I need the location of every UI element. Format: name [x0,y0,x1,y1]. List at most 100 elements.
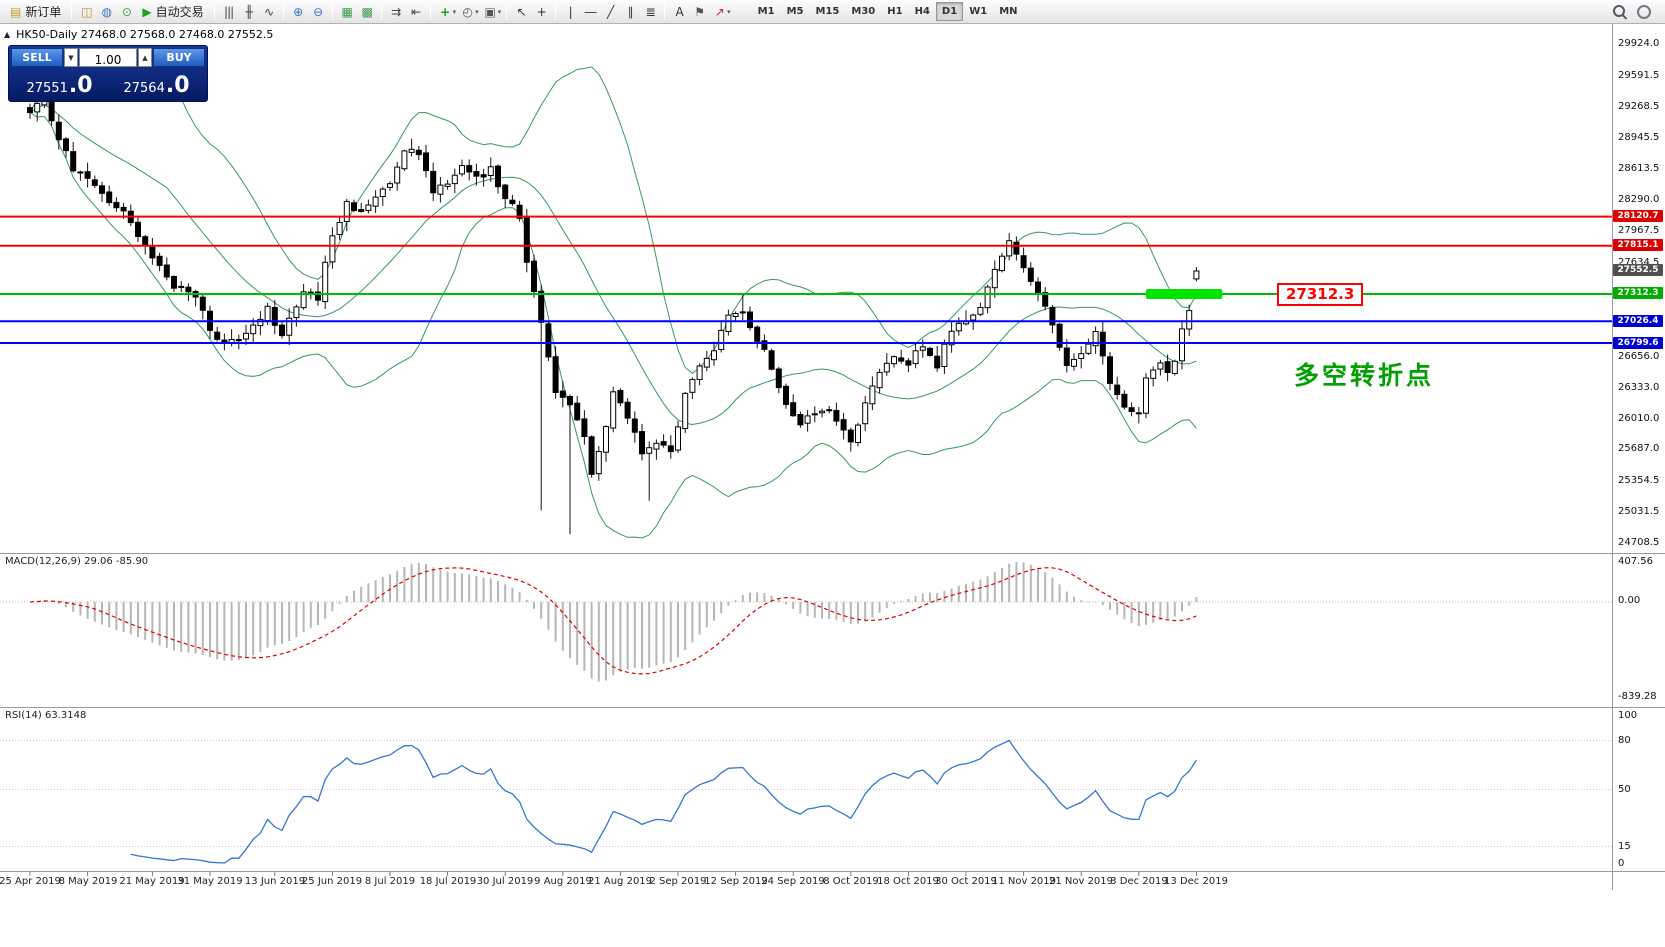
price-axis-label: 29924.0 [1618,38,1660,49]
volume-input[interactable] [80,51,136,69]
toolbar-separator [331,3,333,20]
support-price-label[interactable]: 27312.3 [1277,283,1364,306]
horizontal-line-icon[interactable]: ― [584,4,597,19]
new-order-button[interactable]: ▤ 新订单 [4,2,67,22]
x-axis-label: 8 Jul 2019 [364,876,416,887]
candlestick-series [27,87,1200,535]
chart-window-icon: ▲ [4,30,11,39]
rsi-axis-label: 50 [1618,784,1631,795]
timeframe-H1[interactable]: H1 [887,6,903,17]
timeframe-M15[interactable]: M15 [815,6,840,17]
arrows-icon[interactable]: ↗ [714,4,725,19]
volume-up-button[interactable]: ▲ [138,48,152,67]
toolbar-separator [506,3,508,20]
timeframe-M30[interactable]: M30 [851,6,876,17]
toolbar-separator [282,3,284,20]
trendline-icon[interactable]: ╱ [607,4,614,19]
periods-icon[interactable]: ◴ [462,4,472,19]
price-tag-28120.7[interactable]: 28120.7 [1613,210,1663,222]
autotrading-button[interactable]: ▶ 自动交易 [136,2,209,22]
timeframe-H4[interactable]: H4 [914,6,930,17]
label-icon[interactable]: ⚑ [694,4,705,19]
timeframe-W1[interactable]: W1 [969,6,988,17]
price-axis-label: 27967.5 [1618,225,1660,236]
zoom-in-icon[interactable]: ⊕ [293,4,303,19]
x-axis-label: 9 Aug 2019 [534,876,592,887]
price-tag-27312.3[interactable]: 27312.3 [1613,287,1663,299]
rsi-axis-label: 15 [1618,841,1631,852]
crosshair-icon[interactable]: + [536,4,547,19]
bar-chart-icon[interactable]: ||| [224,4,234,19]
vertical-line-icon[interactable]: | [568,4,573,19]
one-click-trading-panel: SELL ▼ ▲ BUY 27551 .0 27564 .0 [8,45,208,102]
periods-icon-caret[interactable]: ▾ [475,7,479,16]
auto-scroll-icon[interactable]: ⇉ [391,4,401,19]
toolbar: ▤ 新订单 ◫ ◍ ⊙ ▶ 自动交易 ||| ╫ ∿ ⊕ ⊖ ▦ ▩ ⇉ ⇤ + ▾ ◴ ▾ ▣ ▾ ↖ + | ― ╱ ∥ ≣ A ⚑ ↗ ▾… [0,0,1665,24]
bb-upper [29,66,1197,374]
x-axis-label: 11 Nov 2019 [991,876,1057,887]
cursor-icon[interactable]: ↖ [516,4,527,19]
timeframe-MN[interactable]: MN [999,6,1018,17]
timeframe-D1[interactable]: D1 [935,2,964,21]
search-icon[interactable] [1612,4,1627,19]
x-axis-label: 30 Oct 2019 [935,876,997,887]
price-axis-label: 29591.5 [1618,70,1660,81]
channel-icon[interactable]: ∥ [627,4,634,19]
x-axis-label: 30 Jul 2019 [476,876,534,887]
candlestick-chart-icon[interactable]: ╫ [245,4,252,19]
symbol-ohlc-header: ▲ HK50-Daily 27468.0 27568.0 27468.0 275… [4,28,273,41]
x-axis-label: 13 Dec 2019 [1164,876,1228,887]
support-highlight[interactable] [1146,289,1223,299]
fibonacci-icon[interactable]: ≣ [645,4,656,19]
chart-profiles-icon[interactable]: ◫ [81,4,92,19]
price-axis-label: 28613.5 [1618,163,1660,174]
price-axis-label: 26010.0 [1618,413,1660,424]
help-icon[interactable] [1637,4,1651,19]
price-tag-27815.1[interactable]: 27815.1 [1613,239,1663,251]
indicators-icon-caret[interactable]: ▾ [452,7,457,16]
x-axis-label: 21 May 2019 [119,876,185,887]
timeframe-M1[interactable]: M1 [757,6,775,17]
cascade-windows-icon[interactable]: ▩ [361,4,372,19]
price-axis-label: 28945.5 [1618,132,1660,143]
sell-button[interactable]: SELL [11,48,63,67]
data-window-icon[interactable]: ⊙ [121,4,132,19]
autotrading-button-label: 自动交易 [155,5,204,19]
buy-price: 27564 .0 [108,67,205,99]
price-tag-27026.4[interactable]: 27026.4 [1613,315,1663,327]
x-axis-label: 21 Nov 2019 [1048,876,1114,887]
new-order-icon: ▤ [10,4,22,19]
timeframe-M5[interactable]: M5 [786,6,804,17]
rsi-panel-layer [0,739,1612,864]
turning-point-annotation[interactable]: 多空转折点 [1294,361,1435,390]
main-chart-layer [27,66,1200,539]
zoom-out-icon[interactable]: ⊖ [313,4,323,19]
market-watch-icon[interactable]: ◍ [101,4,112,19]
rsi-axis-label: 0 [1618,858,1625,869]
sell-price-big-digit: .0 [68,73,93,99]
arrows-icon-caret[interactable]: ▾ [727,7,731,16]
indicators-icon[interactable]: + [440,4,450,19]
text-icon[interactable]: A [675,4,684,19]
price-tag-26799.6[interactable]: 26799.6 [1613,337,1663,349]
price-axis-label: 25354.5 [1618,475,1660,486]
chart-shift-icon[interactable]: ⇤ [411,4,421,19]
macd-axis-label: 0.00 [1618,595,1641,606]
macd-rsi-separator[interactable] [0,707,1665,708]
buy-button[interactable]: BUY [153,48,205,67]
volume-down-button[interactable]: ▼ [64,48,78,67]
tile-windows-icon[interactable]: ▦ [341,4,352,19]
rsi-axis-label: 80 [1618,735,1631,746]
price-axis-label: 28290.0 [1618,194,1660,205]
x-axis-label: 24 Sep 2019 [761,876,825,887]
macd-panel-layer [0,562,1612,682]
line-chart-icon[interactable]: ∿ [264,4,274,19]
x-axis-label: 31 May 2019 [177,876,243,887]
volume-field-wrap [79,48,137,69]
templates-icon[interactable]: ▣ [484,4,495,19]
templates-icon-caret[interactable]: ▾ [497,7,502,16]
x-axis-label: 18 Jul 2019 [419,876,477,887]
main-macd-separator[interactable] [0,553,1665,554]
